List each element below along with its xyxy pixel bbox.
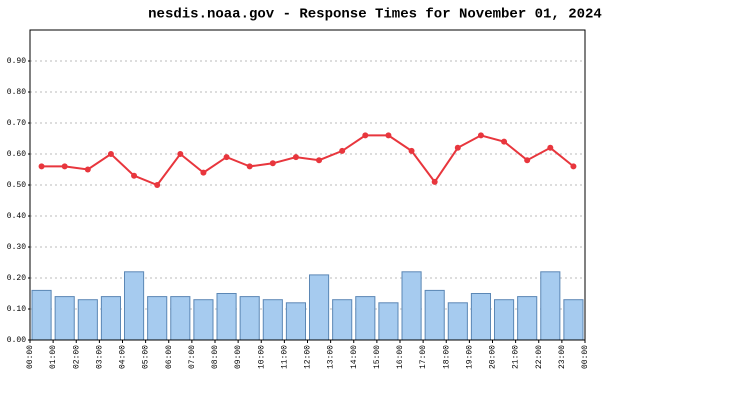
line-point [524,157,531,164]
x-tick-label: 22:00 [535,345,544,369]
line-point [408,147,415,154]
x-tick-label: 11:00 [280,345,289,369]
x-tick-label: 10:00 [257,345,266,369]
x-tick-label: 02:00 [72,345,81,369]
x-tick-label: 21:00 [512,345,521,369]
x-tick-label: 12:00 [304,345,313,369]
x-tick-label: 07:00 [188,345,197,369]
y-tick-label: 0.20 [7,274,26,283]
x-tick-label: 04:00 [119,345,128,369]
bar [54,296,75,341]
line-point [292,154,299,161]
x-tick-label: 09:00 [234,345,243,369]
line-point [477,132,484,139]
line-point [246,163,253,170]
line-point [61,163,68,170]
line-point [154,182,161,188]
x-tick-label: 13:00 [327,345,336,369]
bar [262,299,283,341]
y-tick-label: 0.90 [7,57,26,66]
x-tick-label: 05:00 [142,345,151,369]
x-tick-label: 15:00 [373,345,382,369]
y-tick-label: 0.40 [7,212,26,221]
line-point [269,160,276,167]
line-point [177,151,184,157]
x-tick-label: 01:00 [49,345,58,369]
bar [517,296,538,341]
x-tick-label: 19:00 [465,345,474,369]
x-tick-label: 00:00 [26,345,35,369]
line-point [570,163,577,170]
bar [424,289,445,341]
plot-frame [29,29,586,341]
line-point [339,147,346,154]
bar [31,289,52,341]
bar [447,302,468,341]
line-point [431,178,438,185]
line-point [316,157,323,164]
bar [563,299,584,341]
y-tick-label: 0.80 [7,88,26,97]
line-point [362,132,369,139]
line-point [131,172,138,179]
bar [100,296,121,341]
y-tick-label: 0.30 [7,243,26,252]
bar [470,293,491,341]
bar [540,271,561,341]
line-point [223,154,230,161]
line-point [200,169,207,176]
x-tick-label: 03:00 [95,345,104,369]
bar [193,299,214,341]
bar [332,299,353,341]
x-tick-label: 20:00 [489,345,498,369]
bar [401,271,422,341]
bar [355,296,376,341]
bar [77,299,98,341]
line-point [501,138,508,145]
bar [170,296,191,341]
line-point [454,144,461,151]
bar [124,271,145,341]
line-point [107,151,114,157]
bar [285,302,306,341]
x-tick-label: 18:00 [442,345,451,369]
x-tick-label: 16:00 [396,345,405,369]
line-point [38,163,45,170]
chart-title: nesdis.noaa.gov - Response Times for Nov… [148,7,602,23]
y-tick-label: 0.00 [7,336,26,345]
line-point [547,144,554,151]
bar [378,302,399,341]
x-tick-label: 14:00 [350,345,359,369]
line-point [385,132,392,139]
y-tick-label: 0.50 [7,181,26,190]
y-tick-label: 0.70 [7,119,26,128]
bar [309,274,330,341]
x-tick-label: 08:00 [211,345,220,369]
line-point [84,166,91,173]
bar [147,296,168,341]
bar [216,293,237,341]
line [41,134,575,187]
bar [494,299,515,341]
x-tick-label: 06:00 [165,345,174,369]
x-tick-label: 23:00 [558,345,567,369]
x-tick-label: 00:00 [581,345,590,369]
x-tick-label: 17:00 [419,345,428,369]
y-tick-label: 0.10 [7,305,26,314]
y-tick-label: 0.60 [7,150,26,159]
bar [239,296,260,341]
